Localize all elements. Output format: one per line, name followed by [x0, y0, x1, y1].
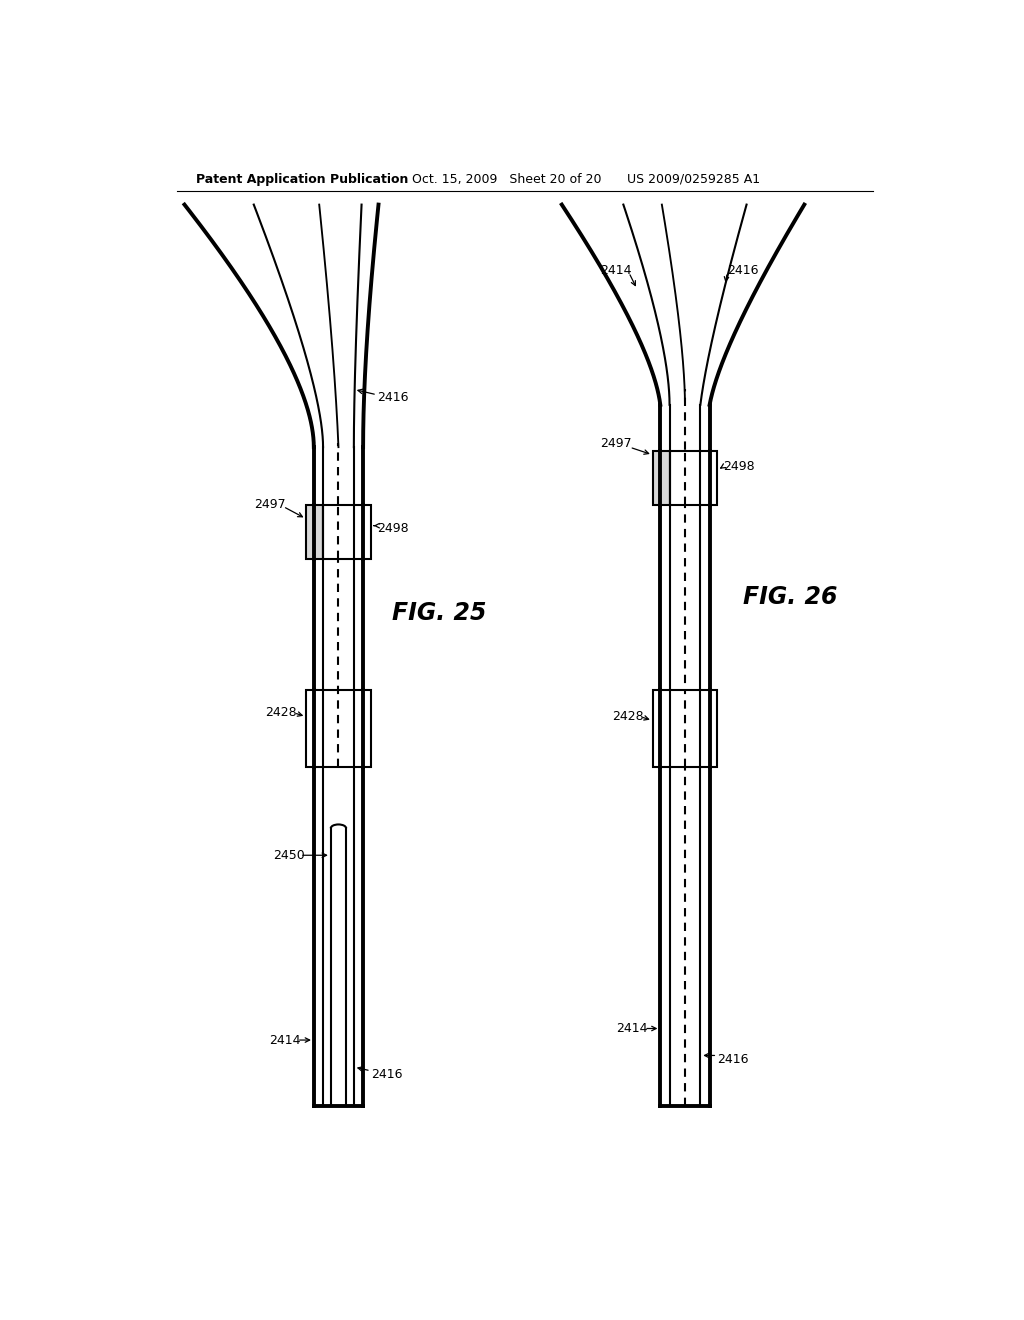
Text: 2416: 2416: [727, 264, 759, 277]
Text: Oct. 15, 2009   Sheet 20 of 20: Oct. 15, 2009 Sheet 20 of 20: [412, 173, 601, 186]
Text: 2498: 2498: [724, 459, 755, 473]
Text: US 2009/0259285 A1: US 2009/0259285 A1: [628, 173, 761, 186]
Bar: [652, 451, 670, 506]
Text: FIG. 25: FIG. 25: [392, 601, 486, 624]
Text: 2498: 2498: [377, 521, 409, 535]
Text: FIG. 26: FIG. 26: [742, 585, 838, 610]
Text: Patent Application Publication: Patent Application Publication: [196, 173, 409, 186]
Text: 2450: 2450: [273, 849, 305, 862]
Text: 2497: 2497: [600, 437, 632, 450]
Bar: [306, 689, 371, 767]
Text: 2416: 2416: [377, 391, 409, 404]
Text: 2414: 2414: [269, 1034, 301, 1047]
Text: 2416: 2416: [717, 1053, 749, 1065]
Text: 2497: 2497: [254, 499, 286, 511]
Text: 2428: 2428: [611, 710, 643, 723]
Text: 2428: 2428: [265, 706, 297, 719]
Bar: [652, 689, 717, 767]
Bar: [306, 506, 323, 558]
Bar: [670, 451, 717, 506]
Text: 2414: 2414: [615, 1022, 647, 1035]
Text: 2416: 2416: [371, 1068, 402, 1081]
Text: 2414: 2414: [600, 264, 632, 277]
Bar: [323, 506, 371, 558]
